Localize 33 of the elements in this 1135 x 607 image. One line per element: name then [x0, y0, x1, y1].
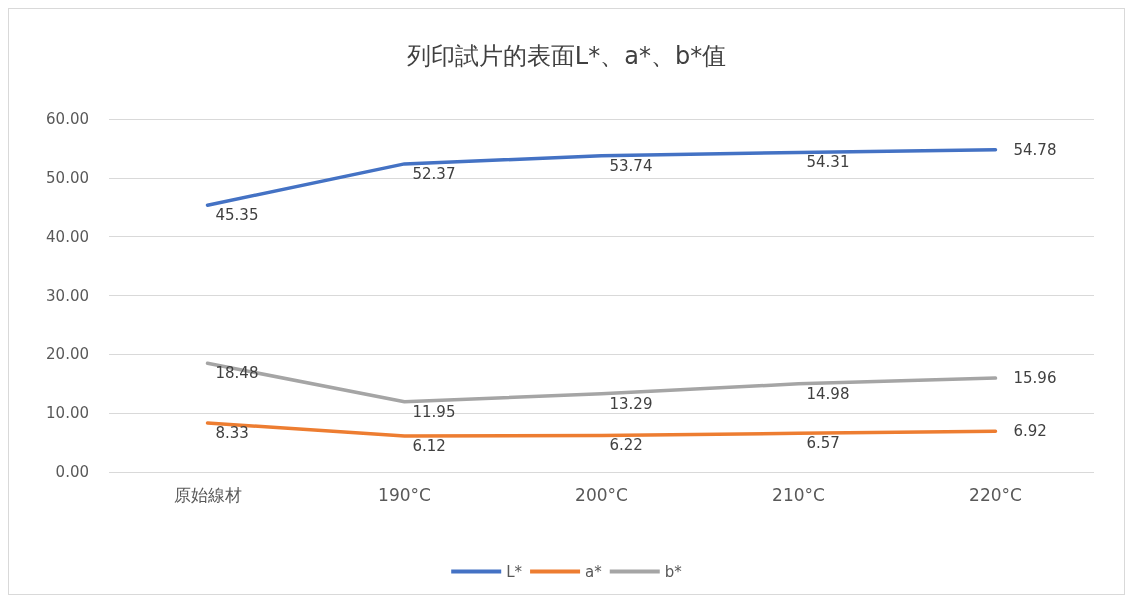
data-label: 6.57 — [806, 434, 840, 453]
line-series — [205, 147, 998, 207]
legend-label: L* — [506, 562, 523, 581]
data-label: 6.22 — [609, 436, 643, 455]
data-label: 6.92 — [1013, 422, 1047, 441]
line-series — [205, 421, 998, 438]
y-tick-label: 40.00 — [46, 227, 89, 246]
data-label: 53.74 — [609, 156, 653, 175]
data-label: 52.37 — [412, 164, 456, 183]
x-tick-label: 原始線材 — [173, 484, 242, 505]
x-tick-label: 200°C — [575, 484, 628, 505]
data-label: 45.35 — [215, 206, 259, 225]
chart-title: 列印試片的表面L*、a*、b*值 — [406, 42, 727, 70]
y-tick-label: 0.00 — [55, 463, 89, 481]
legend-label: a* — [585, 562, 603, 581]
x-tick-label: 220°C — [969, 484, 1022, 505]
data-label: 54.31 — [806, 153, 850, 172]
data-label: 54.78 — [1013, 140, 1057, 159]
data-label: 11.95 — [412, 402, 456, 421]
data-label: 6.12 — [412, 436, 446, 455]
y-tick-label: 50.00 — [46, 168, 89, 187]
y-tick-label: 60.00 — [46, 110, 89, 128]
x-tick-label: 190°C — [378, 484, 431, 505]
data-label: 13.29 — [609, 394, 653, 413]
data-label: 18.48 — [215, 364, 259, 383]
data-label: 8.33 — [215, 423, 249, 442]
y-tick-label: 10.00 — [46, 404, 89, 423]
x-tick-label: 210°C — [772, 484, 825, 505]
legend-label: b* — [664, 562, 683, 581]
y-tick-label: 30.00 — [46, 286, 89, 305]
data-label: 14.98 — [806, 384, 850, 403]
y-tick-label: 20.00 — [46, 345, 89, 364]
data-label: 15.96 — [1013, 369, 1057, 388]
